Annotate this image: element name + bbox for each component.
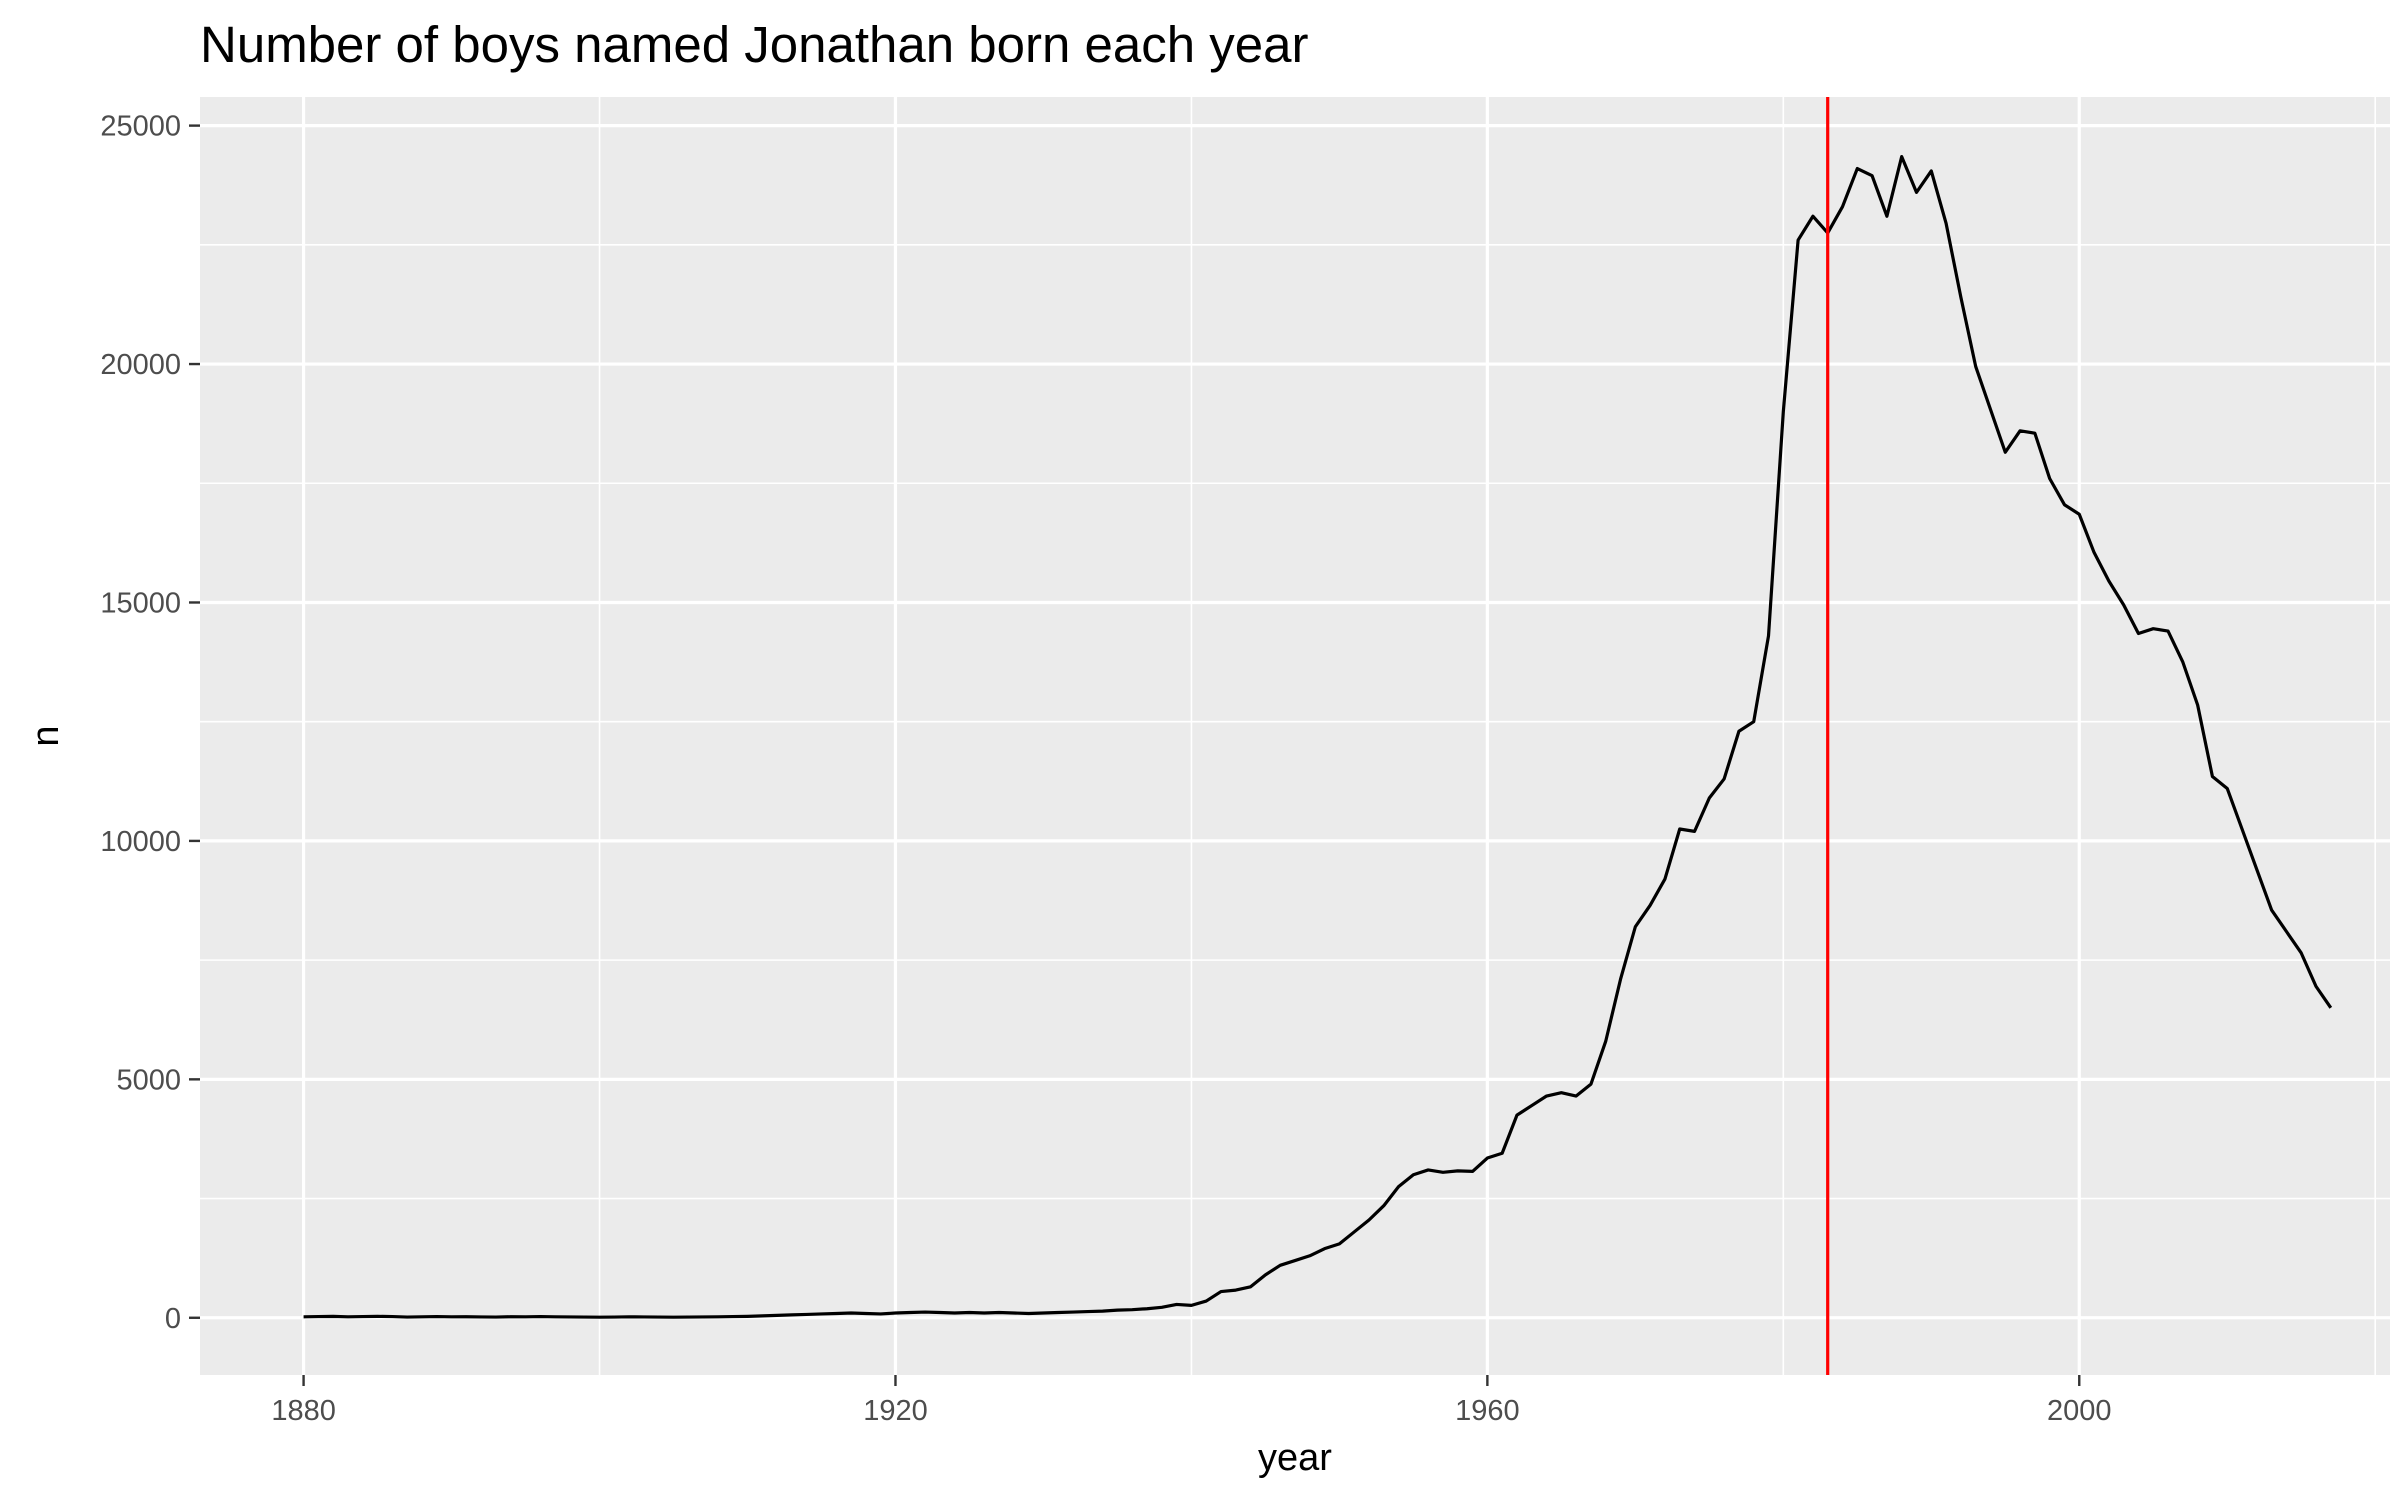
- tick-labels: 1880 1920 1960 2000050001000015000200002500…: [100, 111, 2111, 1427]
- x-tick-label: 1960: [1455, 1395, 1520, 1427]
- y-tick-label: 20000: [100, 349, 181, 381]
- y-tick-label: 0: [165, 1303, 181, 1335]
- axis-ticks: [189, 124, 2081, 1386]
- y-tick-label: 5000: [116, 1064, 181, 1096]
- x-axis-title: year: [1258, 1437, 1332, 1479]
- chart-title: Number of boys named Jonathan born each …: [200, 16, 1309, 73]
- major-gridlines: [200, 97, 2390, 1375]
- y-tick-label: 25000: [100, 111, 181, 143]
- y-tick-label: 15000: [100, 587, 181, 619]
- x-tick-label: 2000: [2047, 1395, 2112, 1427]
- y-axis-title: n: [25, 725, 67, 746]
- minor-gridlines: [200, 97, 2390, 1375]
- series-line: [303, 155, 2333, 1319]
- x-tick-label: 1920: [863, 1395, 928, 1427]
- x-tick-label: 1880: [271, 1395, 336, 1427]
- plot-panel: [200, 97, 2390, 1375]
- y-tick-label: 10000: [100, 826, 181, 858]
